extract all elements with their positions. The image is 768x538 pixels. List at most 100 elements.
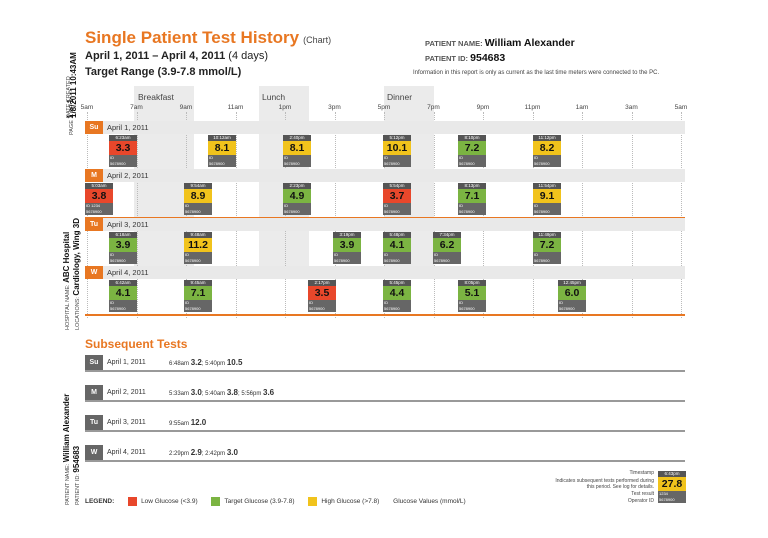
key-sample-reading: 6:43pm 27.8 1234 5678900 xyxy=(658,471,686,503)
reading-value: 4.4 xyxy=(383,286,411,300)
reading-time: 5:45pm xyxy=(383,280,411,286)
day-date: April 3, 2011 xyxy=(107,220,149,229)
day-row: W April 4, 2011 6:42am 4.1 ID 5678900 9:45am 7… xyxy=(85,266,685,316)
legend-values: Glucose Values (mmol/L) xyxy=(393,498,466,506)
subsequent-values: 5:33am 3.0; 5:40am 3.8; 5:56pm 3.6 xyxy=(169,388,275,397)
reading-value: 8.1 xyxy=(208,141,236,155)
reading-operator: 5678900 xyxy=(459,306,475,311)
legend-high: High Glucose (>7.8) xyxy=(321,498,380,506)
reading-value: 7.1 xyxy=(184,286,212,300)
time-tick: 3pm xyxy=(328,104,341,111)
reading-value: 4.9 xyxy=(283,189,311,203)
reading-meter: 1234 xyxy=(91,203,101,208)
subsequent-row: M April 2, 2011 5:33am 3.0; 5:40am 3.8; 5:… xyxy=(85,385,685,402)
key-subsequent: Indicates subsequent tests performed dur… xyxy=(555,478,654,490)
date-range: April 1, 2011 – April 4, 2011 (4 days) xyxy=(85,50,269,62)
reading-time: 11:54pm xyxy=(533,183,561,189)
subsequent-values: 9:55am 12.0 xyxy=(169,418,206,427)
subsequent-date: April 4, 2011 xyxy=(107,449,146,456)
reading-time: 6:23am xyxy=(109,135,137,141)
reading-value: 7.1 xyxy=(458,189,486,203)
glucose-reading: 5:54pm 3.7 ID 5678900 xyxy=(383,183,411,215)
reading-operator: 5678900 xyxy=(384,306,400,311)
reading-operator: 5678900 xyxy=(284,161,300,166)
reading-value: 8.1 xyxy=(283,141,311,155)
day-row: M April 2, 2011 5:03am 3.8 ID 1234 5678900 9:5… xyxy=(85,169,685,219)
reading-time: 12:45pm xyxy=(558,280,586,286)
time-tick: 7am xyxy=(130,104,143,111)
reading-value: 4.1 xyxy=(383,238,411,252)
key-operator: Operator ID xyxy=(627,498,654,504)
reading-value: 3.5 xyxy=(308,286,336,300)
subsequent-value: 3.8 xyxy=(226,388,238,397)
glucose-reading: 5:48pm 4.1 ID 5678900 xyxy=(383,232,411,264)
subsequent-time: 5:40pm xyxy=(205,361,226,367)
grid-line xyxy=(433,112,435,318)
subsequent-time: 5:40am xyxy=(205,391,226,397)
glucose-reading: 3:19pm 3.9 ID 5678900 xyxy=(333,232,361,264)
glucose-reading: 10:12am 8.1 ID 5678900 xyxy=(208,135,236,167)
glucose-reading: 11:12pm 8.2 ID 5678900 xyxy=(533,135,561,167)
reading-time: 9:45am xyxy=(184,280,212,286)
grid-line xyxy=(631,112,633,318)
reading-value: 3.9 xyxy=(333,238,361,252)
subsequent-value: 3.0 xyxy=(226,448,238,457)
grid-line xyxy=(186,112,187,318)
reading-time: 5:54pm xyxy=(383,183,411,189)
day-date: April 4, 2011 xyxy=(107,268,149,277)
time-tick: 5am xyxy=(80,104,94,111)
subsequent-time: 5:56pm xyxy=(241,391,262,397)
time-tick: 9pm xyxy=(476,104,490,111)
day-badge: W xyxy=(85,266,103,279)
glucose-reading: 5:03am 3.8 ID 1234 5678900 xyxy=(85,183,113,215)
day-date: April 2, 2011 xyxy=(107,171,149,180)
reading-value: 6.2 xyxy=(433,238,461,252)
subsequent-date: April 1, 2011 xyxy=(107,359,146,366)
time-tick: 1pm xyxy=(278,104,292,111)
reading-time: 8:10pm xyxy=(458,135,486,141)
reading-time: 10:12am xyxy=(208,135,236,141)
subsequent-value: 2.9 xyxy=(190,448,202,457)
reading-value: 7.2 xyxy=(458,141,486,155)
reading-operator: 5678900 xyxy=(185,209,201,214)
subsequent-title: Subsequent Tests xyxy=(85,337,188,351)
day-row: Tu April 3, 2011 6:18am 3.9 ID 5678900 9:48am… xyxy=(85,218,685,268)
day-header xyxy=(85,169,685,182)
reading-time: 8:05pm xyxy=(458,280,486,286)
subsequent-badge: Tu xyxy=(85,415,103,430)
side-patient-name: PATIENT NAME: William Alexander xyxy=(62,393,71,505)
grid-line xyxy=(532,112,534,318)
glucose-reading: 2:40pm 8.1 ID 5678900 xyxy=(283,135,311,167)
reading-operator: 5678900 xyxy=(110,258,126,263)
reading-time: 2:17pm xyxy=(308,280,336,286)
day-badge: Su xyxy=(85,121,103,134)
reading-time: 11:49pm xyxy=(533,232,561,238)
reading-value: 11.2 xyxy=(184,238,212,252)
glucose-reading: 12:45pm 6.0 ID 5678900 xyxy=(558,280,586,312)
time-tick: 11pm xyxy=(524,104,541,111)
reading-time: 2:40pm xyxy=(283,135,311,141)
currency-note: Information in this report is only as cu… xyxy=(413,70,660,76)
subsequent-value: 12.0 xyxy=(190,418,207,427)
subsequent-badge: W xyxy=(85,445,103,460)
reading-operator: 5678900 xyxy=(86,209,102,214)
date-created-value: 1/8/2011 10:43AM xyxy=(69,52,78,118)
reading-operator: 5678900 xyxy=(534,258,550,263)
subsequent-time: 2:29pm xyxy=(169,451,190,457)
subsequent-time: 6:48am xyxy=(169,361,190,367)
reading-value: 3.8 xyxy=(85,189,113,203)
reading-time: 5:48pm xyxy=(383,232,411,238)
reading-value: 7.2 xyxy=(533,238,561,252)
legend-low: Low Glucose (<3.9) xyxy=(141,498,198,506)
subsequent-value: 3.2 xyxy=(190,358,202,367)
meal-label-dinner: Dinner xyxy=(387,92,413,102)
key-sample-value: 27.8 xyxy=(658,477,686,491)
grid-line xyxy=(384,112,385,318)
patient-name: PATIENT NAME: William Alexander xyxy=(425,37,575,49)
time-tick: 5pm xyxy=(377,104,391,111)
reading-time: 5:03am xyxy=(85,183,113,189)
grid-line xyxy=(582,112,583,318)
key-result: Test result xyxy=(631,491,654,497)
reading-time: 2:23pm xyxy=(283,183,311,189)
reading-time: 11:12pm xyxy=(533,135,561,141)
